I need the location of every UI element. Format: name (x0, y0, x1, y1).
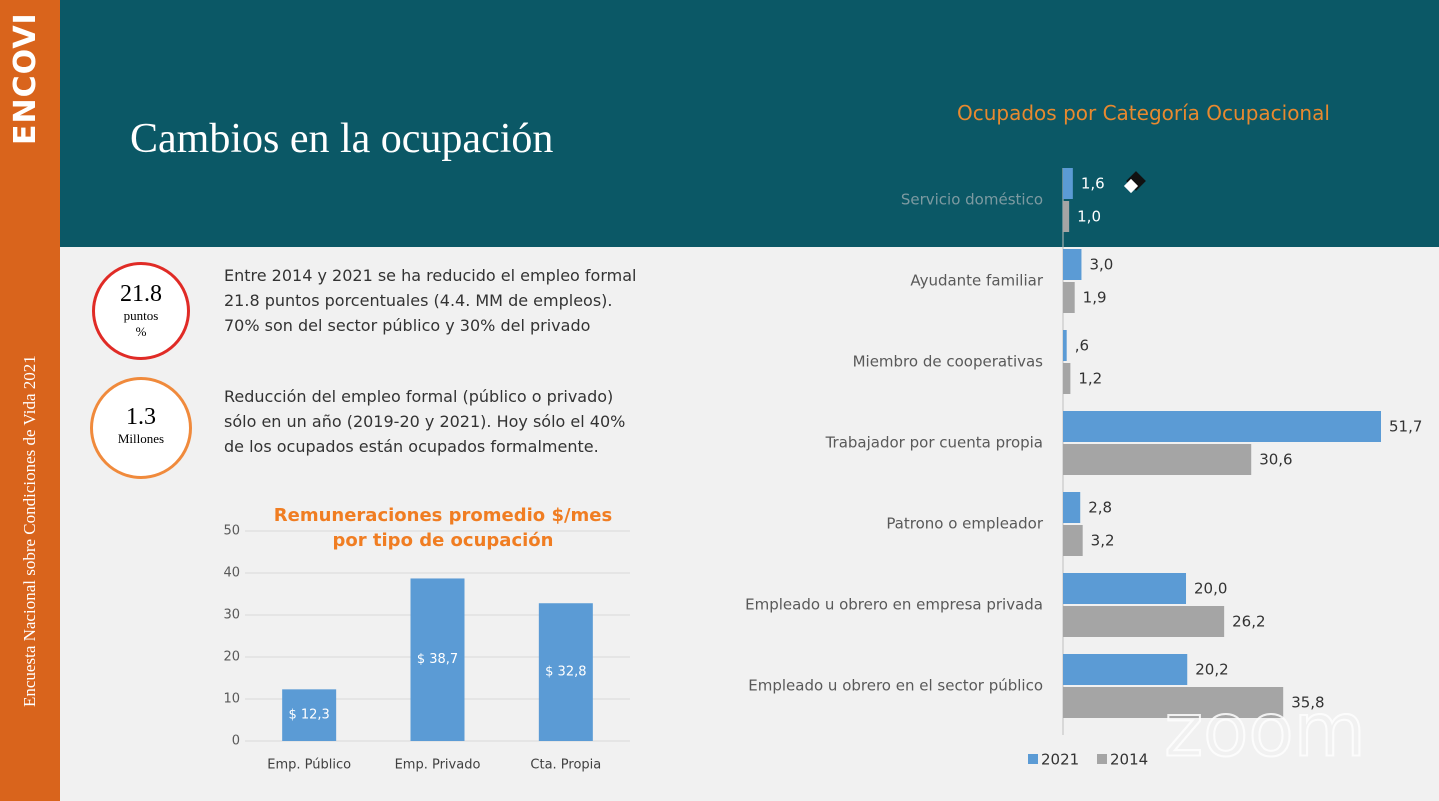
y-tick-label: 20 (223, 650, 240, 665)
value-label: 3,2 (1091, 532, 1115, 550)
stat-unit: Millones (117, 431, 165, 446)
watermark: zoom (1164, 688, 1365, 774)
value-label: 35,8 (1291, 694, 1324, 712)
sidebar: ENCOVI Encuesta Nacional sobre Condicion… (0, 0, 60, 801)
paragraph: Entre 2014 y 2021 se ha reducido el empl… (224, 263, 636, 338)
y-tick-label: 10 (223, 692, 240, 707)
paragraph: Reducción del empleo formal (público o p… (224, 384, 625, 459)
stat-circle: 1.3 Millones (90, 377, 192, 479)
x-tick-label: Cta. Propia (530, 758, 601, 773)
stat-unit: % (135, 324, 147, 339)
text-line: sólo en un año (2019-20 y 2021). Hoy sól… (224, 412, 626, 431)
bar (1063, 606, 1225, 637)
bar (1063, 492, 1081, 523)
value-label: $ 12,3 (288, 708, 329, 723)
legend-swatch (1097, 754, 1107, 764)
value-label: 51,7 (1389, 418, 1422, 436)
bar (538, 603, 593, 741)
x-tick-label: Emp. Privado (395, 758, 481, 773)
value-label: $ 32,8 (545, 665, 586, 680)
text-line: Entre 2014 y 2021 se ha reducido el empl… (224, 266, 637, 285)
bar (1063, 573, 1187, 604)
chart-title: Ocupados por Categoría Ocupacional (957, 101, 1330, 125)
value-label: 1,6 (1081, 175, 1105, 193)
category-label: Ayudante familiar (910, 272, 1044, 290)
y-tick-label: 40 (223, 566, 240, 581)
category-label: Patrono o empleador (886, 515, 1044, 533)
value-label: 20,0 (1194, 580, 1227, 598)
value-label: 1,9 (1083, 289, 1107, 307)
legend-swatch (1028, 754, 1038, 764)
value-label: ,6 (1075, 337, 1089, 355)
text-line: 21.8 puntos porcentuales (4.4. MM de emp… (224, 291, 613, 310)
stat-circle: 21.8 puntos % (92, 262, 190, 360)
y-tick-label: 30 (223, 608, 240, 623)
stat-value: 1.3 (126, 404, 156, 430)
value-label: 20,2 (1195, 661, 1228, 679)
value-label: 3,0 (1089, 256, 1113, 274)
text-line: Reducción del empleo formal (público o p… (224, 387, 614, 406)
y-tick-label: 0 (232, 734, 240, 749)
bar (1063, 411, 1381, 442)
text-line: 70% son del sector público y 30% del pri… (224, 316, 591, 335)
value-label: 26,2 (1232, 613, 1265, 631)
bar (1063, 363, 1071, 394)
chart-title: Remuneraciones promedio $/mes por tipo d… (273, 505, 613, 551)
category-label: Miembro de cooperativas (853, 353, 1044, 371)
value-label: $ 38,7 (417, 652, 458, 667)
bar (282, 689, 337, 741)
stat-value: 21.8 (120, 281, 162, 307)
y-tick-label: 50 (223, 524, 240, 539)
text-line: de los ocupados están ocupados formalmen… (224, 437, 599, 456)
category-label: Servicio doméstico (901, 191, 1043, 209)
x-tick-label: Emp. Público (267, 758, 351, 773)
bar (1063, 282, 1075, 313)
cursor-icon (1123, 178, 1139, 194)
legend-label: 2014 (1110, 751, 1148, 769)
bar (1063, 168, 1073, 199)
bar (1063, 654, 1188, 685)
value-label: 30,6 (1259, 451, 1292, 469)
bar (1063, 249, 1082, 280)
stat-unit: puntos (123, 308, 159, 323)
value-label: 1,2 (1078, 370, 1102, 388)
bar (1063, 201, 1070, 232)
header (60, 0, 1439, 247)
category-label: Empleado u obrero en empresa privada (745, 596, 1043, 614)
bar (410, 578, 465, 741)
legend-label: 2021 (1041, 751, 1079, 769)
slide-title: Cambios en la ocupación (130, 116, 554, 162)
value-label: 2,8 (1088, 499, 1112, 517)
bar (1063, 525, 1083, 556)
category-label: Empleado u obrero en el sector público (748, 677, 1043, 695)
bar (1063, 330, 1067, 361)
bar (1063, 444, 1252, 475)
category-label: Trabajador por cuenta propia (825, 434, 1043, 452)
value-label: 1,0 (1077, 208, 1101, 226)
bar (1063, 687, 1284, 718)
